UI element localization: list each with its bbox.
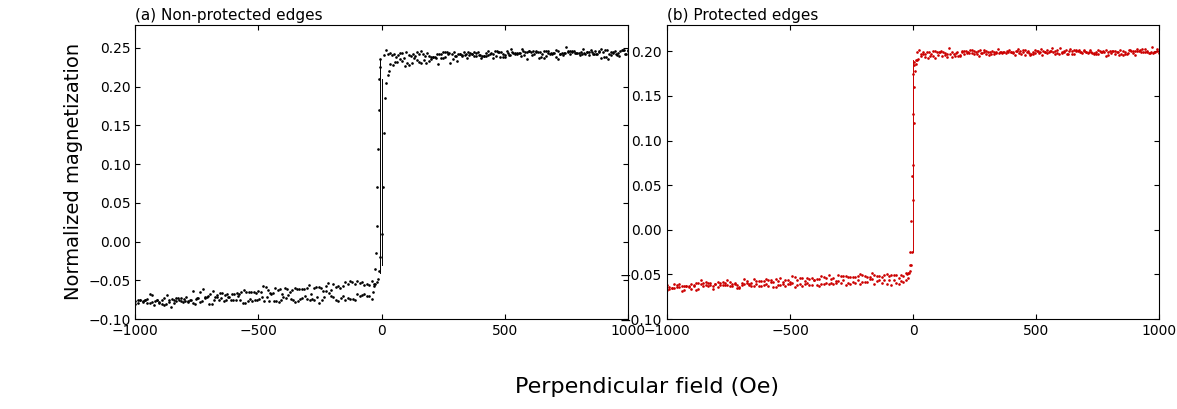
Text: (b) Protected edges: (b) Protected edges <box>667 8 818 23</box>
Y-axis label: Normalized magnetization: Normalized magnetization <box>64 43 82 300</box>
Text: Perpendicular field (Oe): Perpendicular field (Oe) <box>516 377 779 397</box>
Text: (a) Non-protected edges: (a) Non-protected edges <box>135 8 322 23</box>
